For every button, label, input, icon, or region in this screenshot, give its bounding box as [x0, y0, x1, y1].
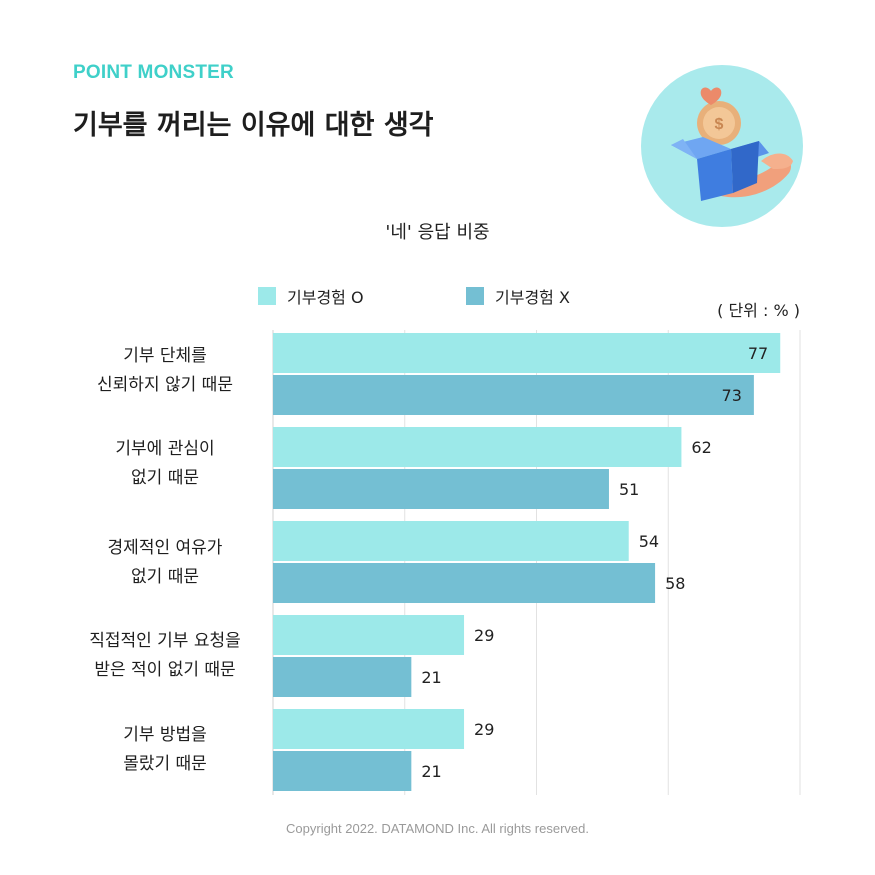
legend-item-experience-x: 기부경험 X: [466, 284, 570, 308]
legend-swatch: [466, 287, 484, 305]
brand-name: POINT MONSTER: [73, 62, 234, 83]
data-label: 58: [665, 574, 685, 593]
category-label: 경제적인 여유가 없기 때문: [107, 538, 223, 587]
data-label: 73: [722, 386, 742, 405]
category-label: 기부 방법을 몰랐기 때문: [123, 725, 207, 774]
copyright-text: Copyright 2022. DATAMOND Inc. All rights…: [286, 821, 589, 836]
bar-experience-o: [273, 709, 465, 749]
data-label: 54: [639, 532, 659, 551]
chart-title: '네' 응답 비중: [385, 222, 490, 243]
bar-experience-x: [273, 657, 412, 697]
legend-item-experience-o: 기부경험 O: [258, 284, 364, 308]
data-label: 21: [421, 668, 441, 687]
legend-label: 기부경험 X: [495, 288, 570, 307]
bar-experience-o: [273, 615, 465, 655]
svg-text:$: $: [715, 116, 724, 133]
legend-label: 기부경험 O: [287, 288, 364, 307]
data-label: 62: [691, 438, 711, 457]
category-label: 기부에 관심이 없기 때문: [115, 439, 215, 488]
bar-experience-x: [273, 751, 412, 791]
bar-experience-o: [273, 427, 682, 467]
data-label: 51: [619, 480, 639, 499]
bar-experience-o: [273, 521, 629, 561]
legend-swatch: [258, 287, 276, 305]
bar-experience-o: [273, 333, 781, 373]
data-label: 21: [421, 762, 441, 781]
data-label: 29: [474, 626, 494, 645]
unit-label: ( 단위 : % ): [717, 301, 800, 320]
charity-box-hands-illustration: $: [641, 65, 803, 227]
category-label: 직접적인 기부 요청을 받은 적이 없기 때문: [89, 631, 241, 680]
bar-experience-x: [273, 563, 656, 603]
bar-experience-x: [273, 469, 609, 509]
page-title: 기부를 꺼리는 이유에 대한 생각: [73, 110, 434, 141]
bar-experience-x: [273, 375, 754, 415]
data-label: 29: [474, 720, 494, 739]
category-label: 기부 단체를 신뢰하지 않기 때문: [97, 346, 233, 395]
data-label: 77: [748, 344, 768, 363]
